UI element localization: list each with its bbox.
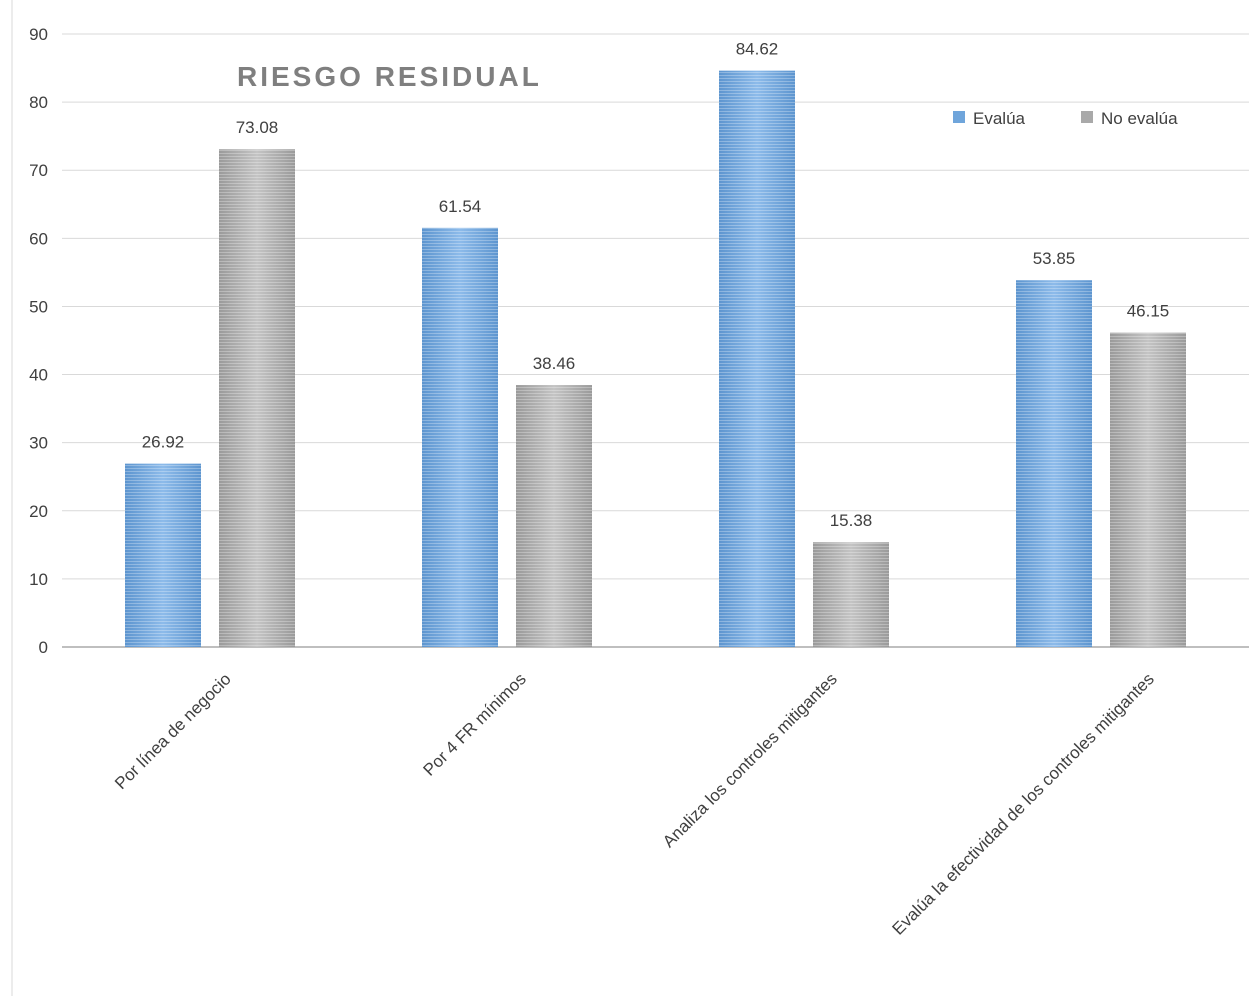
bar-texture (125, 463, 201, 647)
bar-texture (813, 542, 889, 647)
y-tick-label: 80 (29, 93, 48, 112)
y-tick-label: 70 (29, 161, 48, 180)
legend-label-evalua: Evalúa (973, 109, 1026, 128)
data-label: 38.46 (533, 354, 576, 373)
category-label: Analiza los controles mitigantes (659, 669, 841, 851)
data-label: 53.85 (1033, 249, 1076, 268)
legend-label-no-evalua: No evalúa (1101, 109, 1178, 128)
legend-swatch-no-evalua (1081, 111, 1093, 123)
data-label: 73.08 (236, 118, 279, 137)
bar-texture (1016, 280, 1092, 647)
bar-texture (422, 227, 498, 647)
y-tick-label: 30 (29, 434, 48, 453)
data-label: 26.92 (142, 433, 185, 452)
y-tick-label: 50 (29, 297, 48, 316)
category-label: Evalúa la efectividad de los controles m… (888, 669, 1157, 938)
data-label: 84.62 (736, 40, 779, 59)
y-tick-label: 10 (29, 570, 48, 589)
y-tick-label: 40 (29, 366, 48, 385)
bar-texture (219, 149, 295, 647)
y-tick-label: 90 (29, 25, 48, 44)
data-label: 61.54 (439, 197, 482, 216)
category-label: Por línea de negocio (111, 669, 235, 793)
y-tick-label: 60 (29, 229, 48, 248)
legend: Evalúa No evalúa (953, 109, 1178, 128)
y-tick-label: 20 (29, 502, 48, 521)
y-tick-label: 0 (39, 638, 48, 657)
bar-texture (1110, 332, 1186, 647)
bar-texture (516, 385, 592, 647)
data-label: 46.15 (1127, 302, 1170, 321)
legend-swatch-evalua (953, 111, 965, 123)
chart-title: RIESGO RESIDUAL (237, 61, 542, 92)
data-label: 15.38 (830, 511, 873, 530)
bar-texture (719, 70, 795, 647)
category-label: Por 4 FR mínimos (420, 669, 530, 779)
